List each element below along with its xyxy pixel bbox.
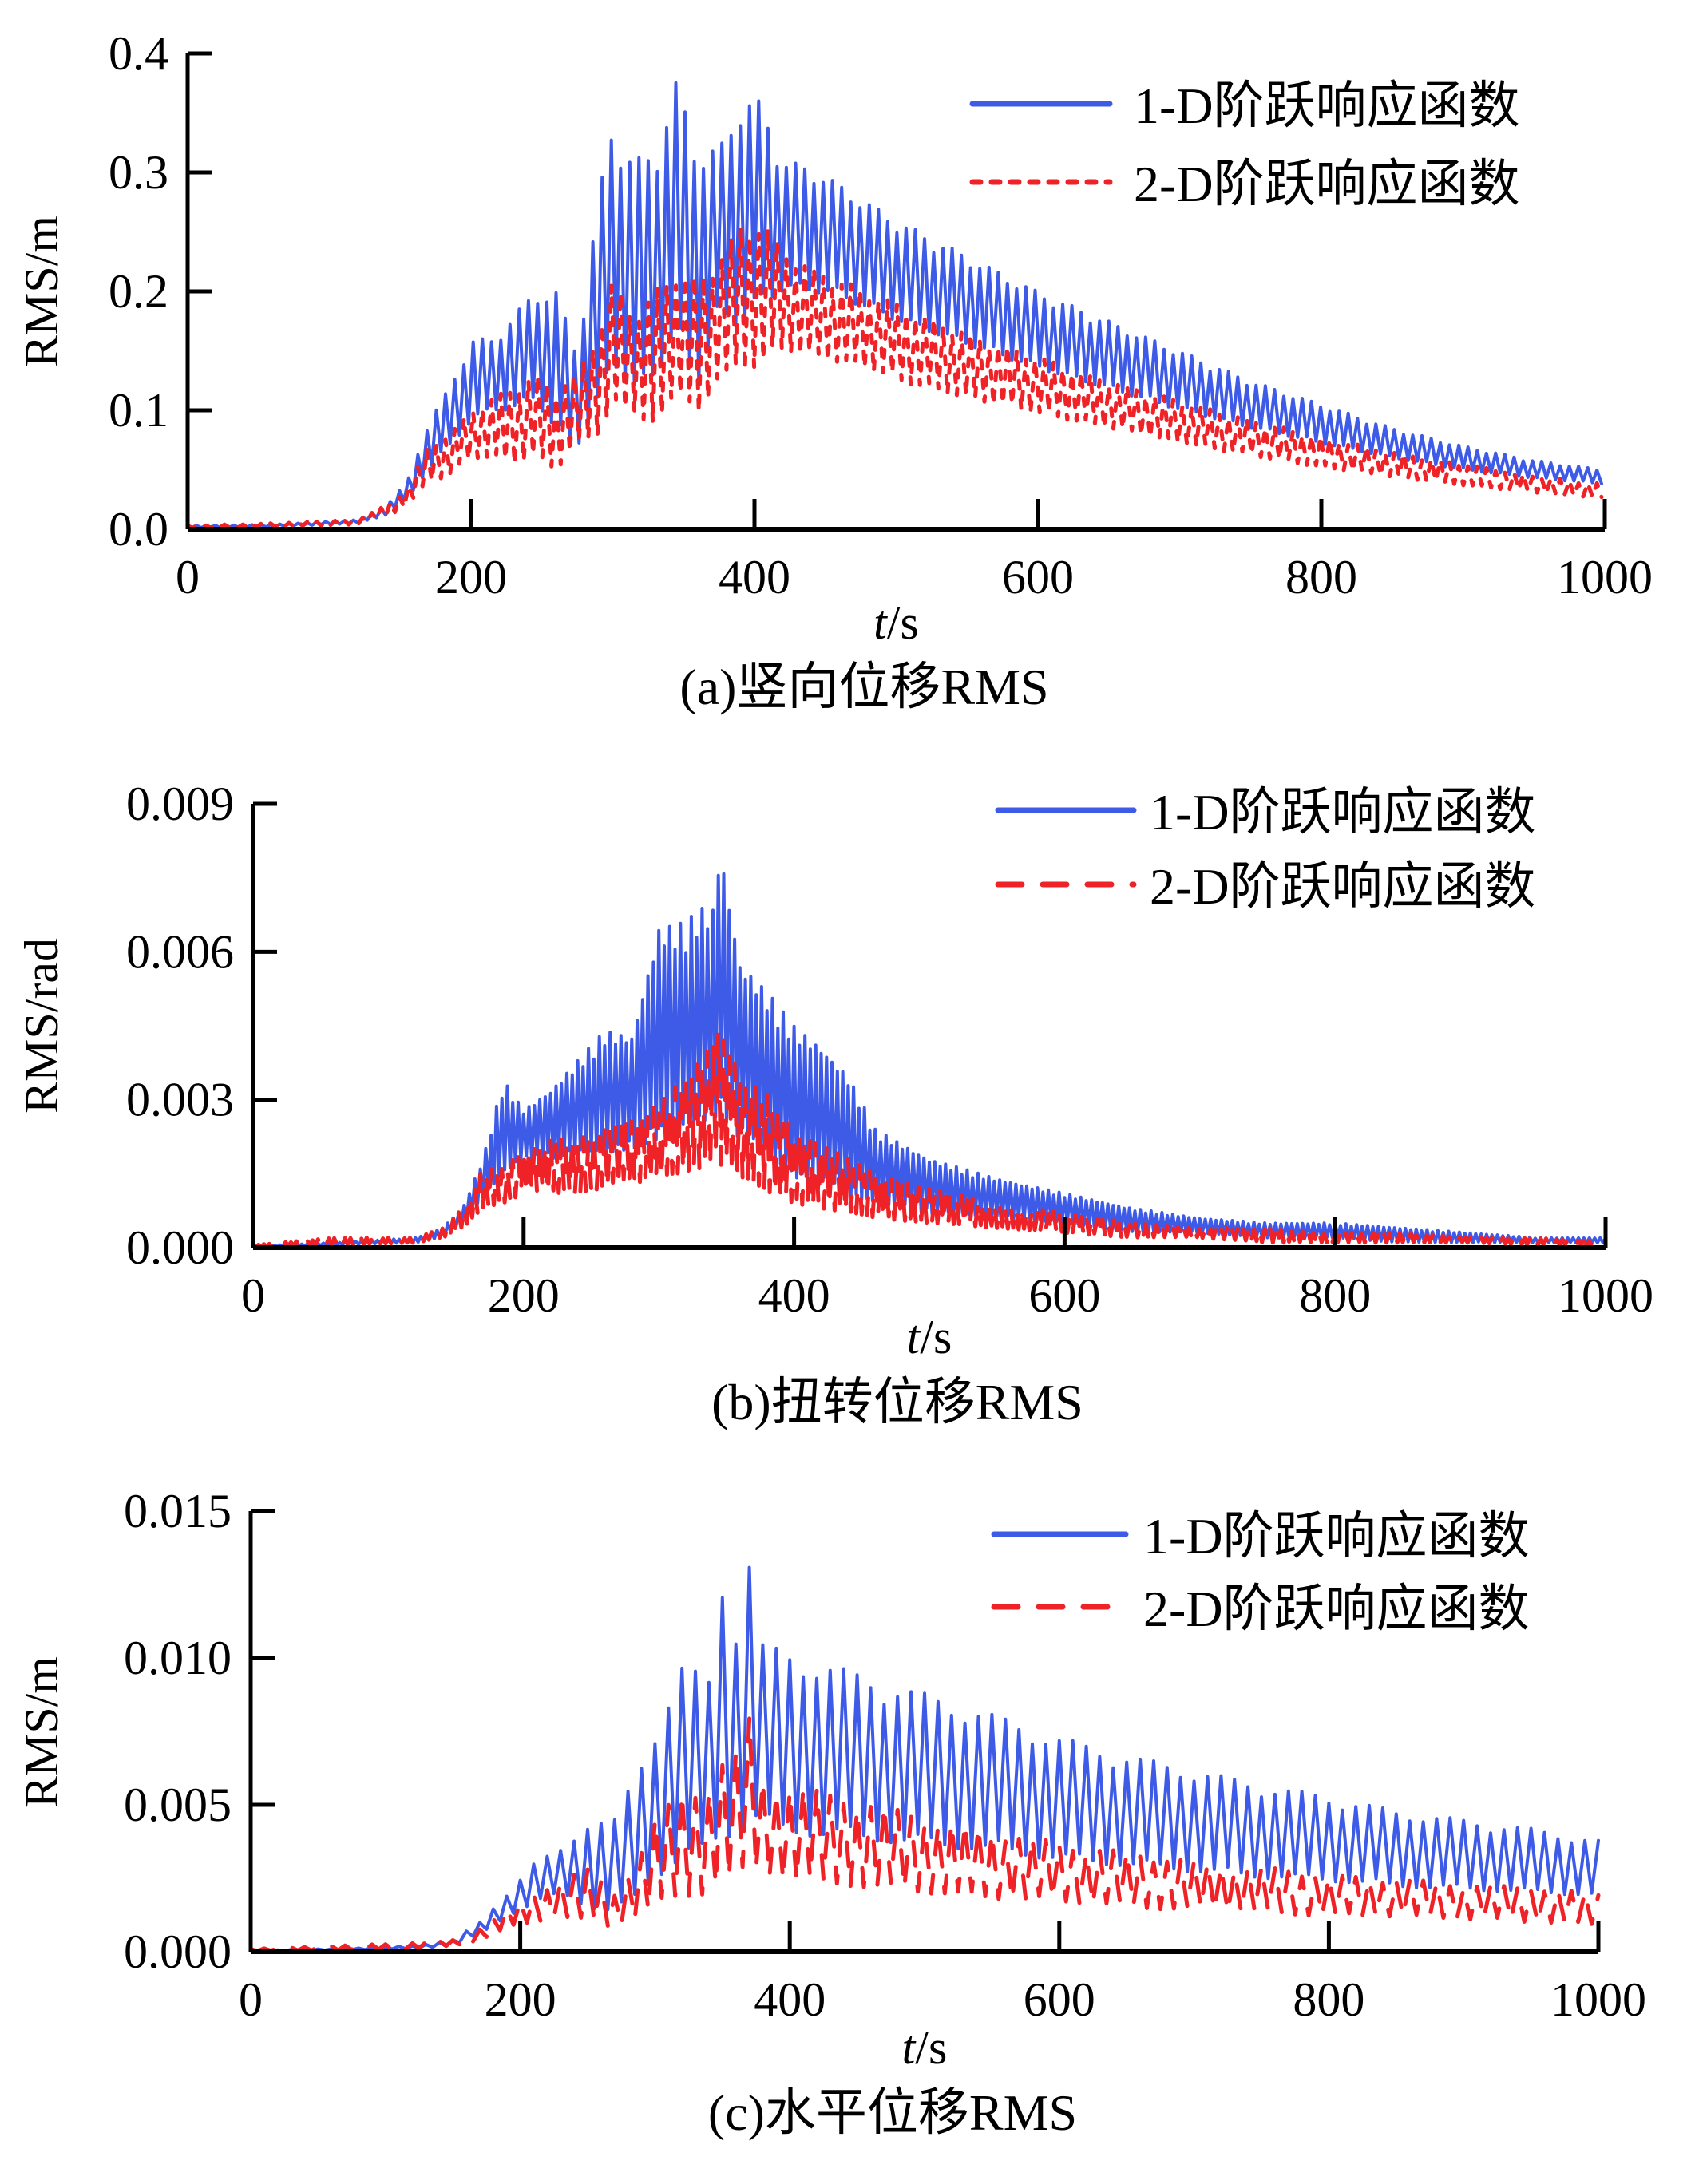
legend-label-2d: 2-D阶跃响应函数	[1150, 858, 1536, 915]
x-tick-label: 400	[754, 1973, 826, 2026]
y-axis-label: RMS/rad	[15, 938, 68, 1114]
legend: 1-D阶跃响应函数 2-D阶跃响应函数	[969, 77, 1520, 212]
x-tick-label: 600	[1024, 1973, 1095, 2026]
y-tick-label: 0.000	[126, 1221, 234, 1274]
x-axis-label: t/s	[873, 596, 919, 649]
x-axis-label-variable: t	[907, 1311, 921, 1363]
x-tick-label: 0	[241, 1269, 265, 1322]
series-line-2d	[248, 1716, 1601, 1953]
x-tick-label: 400	[758, 1269, 830, 1322]
x-axis-label-variable: t	[873, 596, 888, 649]
x-tick-label: 800	[1299, 1269, 1371, 1322]
x-axis-label-unit: /s	[887, 596, 919, 649]
legend-label-1d: 1-D阶跃响应函数	[1143, 1508, 1530, 1565]
panel-c-horizontal-displacement: 0.000 0.005 0.010 0.015 0 200 400 600 800 1000 RMS…	[15, 1485, 1646, 2141]
x-axis-label: t/s	[902, 2021, 948, 2074]
y-tick-label: 0.015	[124, 1485, 232, 1537]
x-tick-label: 200	[435, 551, 507, 603]
panel-caption: (b)扭转位移RMS	[711, 1374, 1083, 1430]
y-tick-label: 0.009	[126, 777, 234, 830]
series-line-1d	[249, 1565, 1600, 1953]
panel-b-torsional-displacement: 0.000 0.003 0.006 0.009 0 200 400 600 800 1000 RMS…	[15, 777, 1653, 1430]
x-tick-label: 1000	[1558, 1269, 1653, 1322]
x-tick-label: 400	[719, 551, 790, 603]
x-tick-label: 600	[1028, 1269, 1100, 1322]
panel-caption: (a)竖向位移RMS	[679, 659, 1048, 715]
y-axis-label: RMS/m	[15, 1656, 68, 1808]
legend: 1-D阶跃响应函数 2-D阶跃响应函数	[995, 784, 1536, 915]
x-tick-label: 200	[488, 1269, 560, 1322]
series-line-2d	[185, 226, 1604, 530]
x-tick-label: 600	[1002, 551, 1074, 603]
x-axis-label-unit: /s	[920, 1311, 952, 1363]
y-tick-label: 0.3	[109, 146, 168, 199]
y-tick-label: 0.2	[109, 265, 168, 318]
y-tick-label: 0.000	[124, 1925, 232, 1978]
legend-label-2d: 2-D阶跃响应函数	[1143, 1581, 1530, 1637]
y-tick-label: 0.006	[126, 925, 234, 978]
x-tick-label: 0	[176, 551, 200, 603]
legend-label-1d: 1-D阶跃响应函数	[1134, 77, 1520, 134]
x-tick-label: 200	[485, 1973, 556, 2026]
x-tick-label: 800	[1285, 551, 1357, 603]
y-tick-label: 0.003	[126, 1074, 234, 1126]
y-tick-label: 0.005	[124, 1778, 232, 1831]
legend: 1-D阶跃响应函数 2-D阶跃响应函数	[991, 1508, 1530, 1637]
x-tick-label: 1000	[1557, 551, 1653, 603]
y-tick-label: 0.1	[109, 384, 168, 437]
y-tick-label: 0.4	[109, 27, 168, 80]
y-axis-label: RMS/m	[15, 216, 68, 367]
x-axis-label: t/s	[907, 1311, 952, 1363]
series-line-1d	[186, 81, 1603, 530]
y-tick-label: 0.0	[109, 503, 168, 556]
panel-a-vertical-displacement: 0.0 0.1 0.2 0.3 0.4 0 200 400 600 800 1000 RMS/m t/s…	[15, 27, 1653, 715]
legend-label-1d: 1-D阶跃响应函数	[1150, 784, 1536, 841]
panel-caption: (c)水平位移RMS	[708, 2084, 1077, 2141]
x-axis-label-variable: t	[902, 2021, 917, 2074]
y-tick-label: 0.010	[124, 1632, 232, 1684]
x-tick-label: 800	[1293, 1973, 1364, 2026]
legend-label-2d: 2-D阶跃响应函数	[1134, 156, 1520, 212]
series-line-2d	[251, 1032, 1608, 1249]
x-tick-label: 1000	[1550, 1973, 1646, 2026]
x-axis-label-unit: /s	[915, 2021, 947, 2074]
x-tick-label: 0	[239, 1973, 263, 2026]
